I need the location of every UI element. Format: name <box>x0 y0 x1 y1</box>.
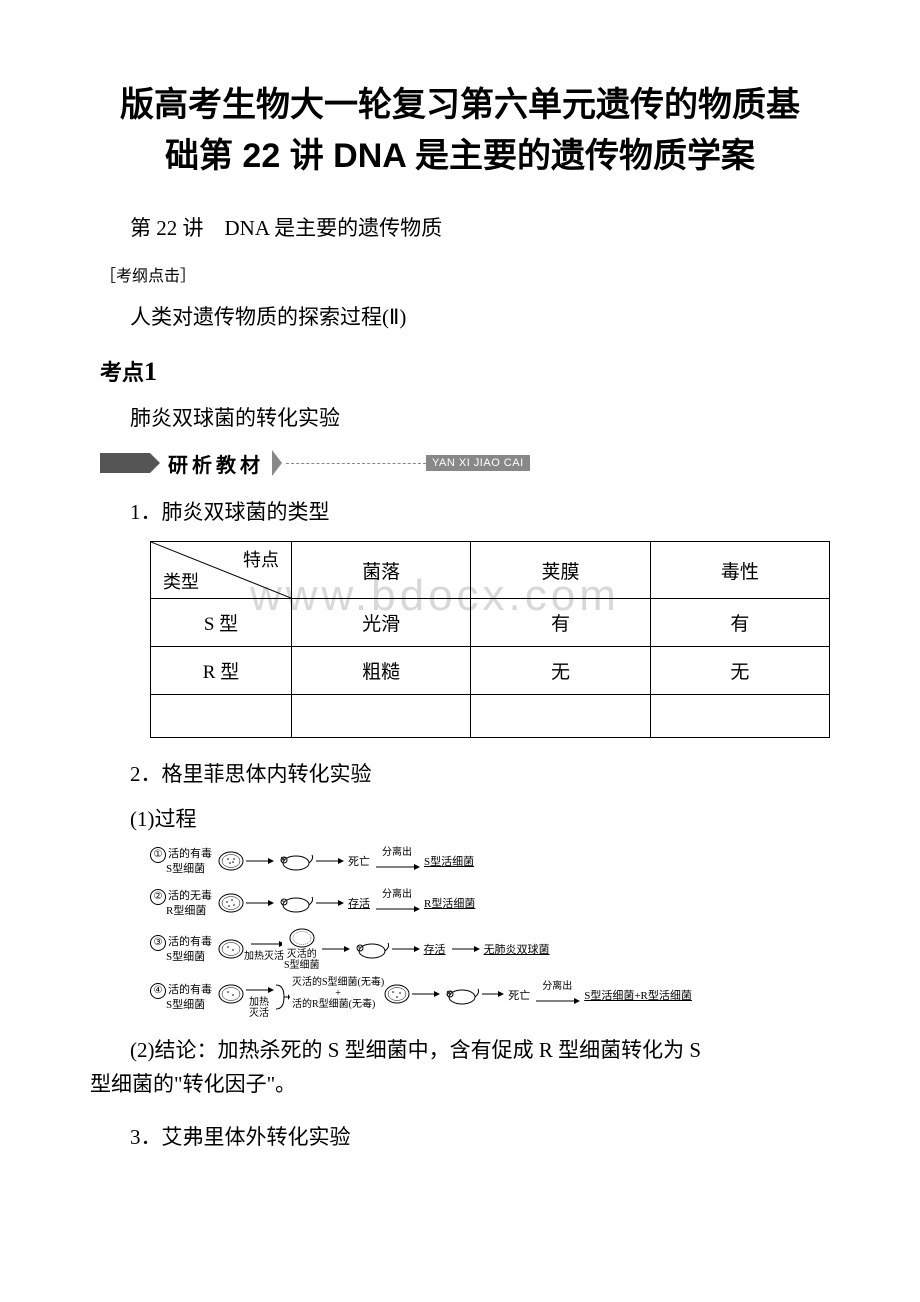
mix-label: 灭活的S型细菌(无毒) + 活的R型细菌(无毒) <box>292 977 384 1010</box>
bacteria-type-table: 特点 类型 菌落 荚膜 毒性 S 型 光滑 有 有 R 型 粗糙 无 无 <box>150 541 830 738</box>
exp-label: ②活的无毒 R型细菌 <box>150 889 218 918</box>
table-row-label: S 型 <box>151 599 292 647</box>
exp-label: ③活的有毒 S型细菌 <box>150 935 218 964</box>
labeled-arrow: 分离出 <box>534 981 580 1010</box>
arrow-icon <box>390 942 420 956</box>
table-col-header: 毒性 <box>650 542 829 599</box>
arrow-icon <box>314 854 344 868</box>
diag-header-top: 特点 <box>243 546 279 572</box>
experiment-row-4: ④活的有毒 S型细菌 加热 灭活 灭活的S型细菌(无毒) + 活的R型细菌(无毒… <box>150 977 830 1019</box>
mouse-dead-icon <box>274 849 314 873</box>
mouse-dead-icon <box>440 983 480 1007</box>
exp-result: S型活细菌 <box>424 853 474 869</box>
petri-dish-icon <box>218 983 244 1005</box>
table-diagonal-header: 特点 类型 <box>151 542 292 599</box>
banner-triangle-icon <box>150 453 160 473</box>
exp-result: R型活细菌 <box>424 895 475 911</box>
table-row-label: R 型 <box>151 647 292 695</box>
experiment-row-3: ③活的有毒 S型细菌 加热灭活 灭活的 S型细菌 存活 无肺炎双球菌 <box>150 927 830 971</box>
table-row: R 型 粗糙 无 无 <box>151 647 830 695</box>
arrow-icon <box>410 987 440 1001</box>
table-col-header: 荚膜 <box>471 542 650 599</box>
heat-step: 加热灭活 <box>244 937 284 962</box>
circled-number-icon: ② <box>150 889 166 905</box>
petri-dish-icon <box>218 938 244 960</box>
table-cell: 有 <box>471 599 650 647</box>
kaodian-heading: 考点1 <box>100 355 830 387</box>
heat-step: 加热 灭活 <box>244 983 274 1019</box>
title-line-1: 版高考生物大一轮复习第六单元遗传的物质基 <box>120 86 800 124</box>
table-cell-empty <box>151 695 292 738</box>
arrow-icon <box>244 854 274 868</box>
subheading-2-1: (1)过程 <box>130 803 830 833</box>
kaodian-number: 1 <box>144 357 157 386</box>
circled-number-icon: ④ <box>150 983 166 999</box>
exp-step: 死亡 <box>508 987 530 1003</box>
table-cell: 光滑 <box>292 599 471 647</box>
lecture-subtitle: 第 22 讲 DNA 是主要的遗传物质 <box>130 212 830 242</box>
experiment-row-1: ①活的有毒 S型细菌 死亡 分离出 S型活细菌 <box>150 843 830 879</box>
petri-dish-dead-icon <box>289 927 315 949</box>
exp-label: ①活的有毒 S型细菌 <box>150 847 218 876</box>
petri-dish-icon <box>218 892 244 914</box>
arrow-icon <box>314 896 344 910</box>
banner-slash-icon <box>272 450 282 476</box>
mouse-alive-icon <box>274 891 314 915</box>
banner-block-icon <box>100 453 150 473</box>
exp-label: ④活的有毒 S型细菌 <box>150 983 218 1012</box>
experiment-row-2: ②活的无毒 R型细菌 存活 分离出 R型活细菌 <box>150 885 830 921</box>
table-cell: 粗糙 <box>292 647 471 695</box>
heading-2: 2．格里菲思体内转化实验 <box>130 758 830 788</box>
exam-outline-text: 人类对遗传物质的探索过程(Ⅱ) <box>130 301 830 335</box>
labeled-arrow: 分离出 <box>374 847 420 876</box>
table-col-header: 菌落 <box>292 542 471 599</box>
arrow-icon <box>450 942 480 956</box>
arrow-icon <box>320 942 350 956</box>
kaodian-label: 考点 <box>100 360 144 385</box>
table-header-row: 特点 类型 菌落 荚膜 毒性 <box>151 542 830 599</box>
exp-step: 死亡 <box>348 853 370 869</box>
heading-1: 1．肺炎双球菌的类型 <box>130 496 830 526</box>
circled-number-icon: ① <box>150 847 166 863</box>
arrow-icon <box>480 987 504 1001</box>
title-line-2: 础第 22 讲 DNA 是主要的遗传物质学案 <box>165 137 755 175</box>
table-cell-empty <box>471 695 650 738</box>
table-cell: 无 <box>650 647 829 695</box>
table-cell: 无 <box>471 647 650 695</box>
labeled-arrow: 分离出 <box>374 889 420 918</box>
table-row-empty <box>151 695 830 738</box>
merge-arrow-icon <box>274 977 290 1017</box>
exp-step: 存活 <box>348 895 370 911</box>
banner-pinyin: YAN XI JIAO CAI <box>426 455 530 471</box>
arrow-icon <box>244 896 274 910</box>
petri-dish-mixed-icon <box>384 983 410 1005</box>
exp-result: 无肺炎双球菌 <box>484 941 550 957</box>
kaodian-title: 肺炎双球菌的转化实验 <box>130 402 830 436</box>
petri-dish-icon <box>218 850 244 872</box>
circled-number-icon: ③ <box>150 935 166 951</box>
diag-header-bottom: 类型 <box>163 568 199 594</box>
dead-dish: 灭活的 S型细菌 <box>284 927 320 971</box>
table-cell-empty <box>292 695 471 738</box>
exam-outline-label: ［考纲点击］ <box>100 262 830 286</box>
banner-dashes-icon <box>286 462 426 464</box>
heading-3: 3．艾弗里体外转化实验 <box>130 1121 830 1151</box>
mouse-alive-icon <box>350 937 390 961</box>
table-cell: 有 <box>650 599 829 647</box>
section-banner: 研析教材 YAN XI JIAO CAI <box>100 450 830 476</box>
experiment-diagram: ①活的有毒 S型细菌 死亡 分离出 S型活细菌 ②活的无毒 R型细菌 <box>150 843 830 1019</box>
document-title: 版高考生物大一轮复习第六单元遗传的物质基 础第 22 讲 DNA 是主要的遗传物… <box>90 80 830 182</box>
table-row: S 型 光滑 有 有 <box>151 599 830 647</box>
conclusion-text: (2)结论：加热杀死的 S 型细菌中，含有促成 R 型细菌转化为 S 型细菌的"… <box>130 1034 830 1101</box>
exp-step: 存活 <box>424 941 446 957</box>
banner-text: 研析教材 <box>160 449 272 478</box>
table-cell-empty <box>650 695 829 738</box>
exp-result: S型活细菌+R型活细菌 <box>584 987 692 1003</box>
